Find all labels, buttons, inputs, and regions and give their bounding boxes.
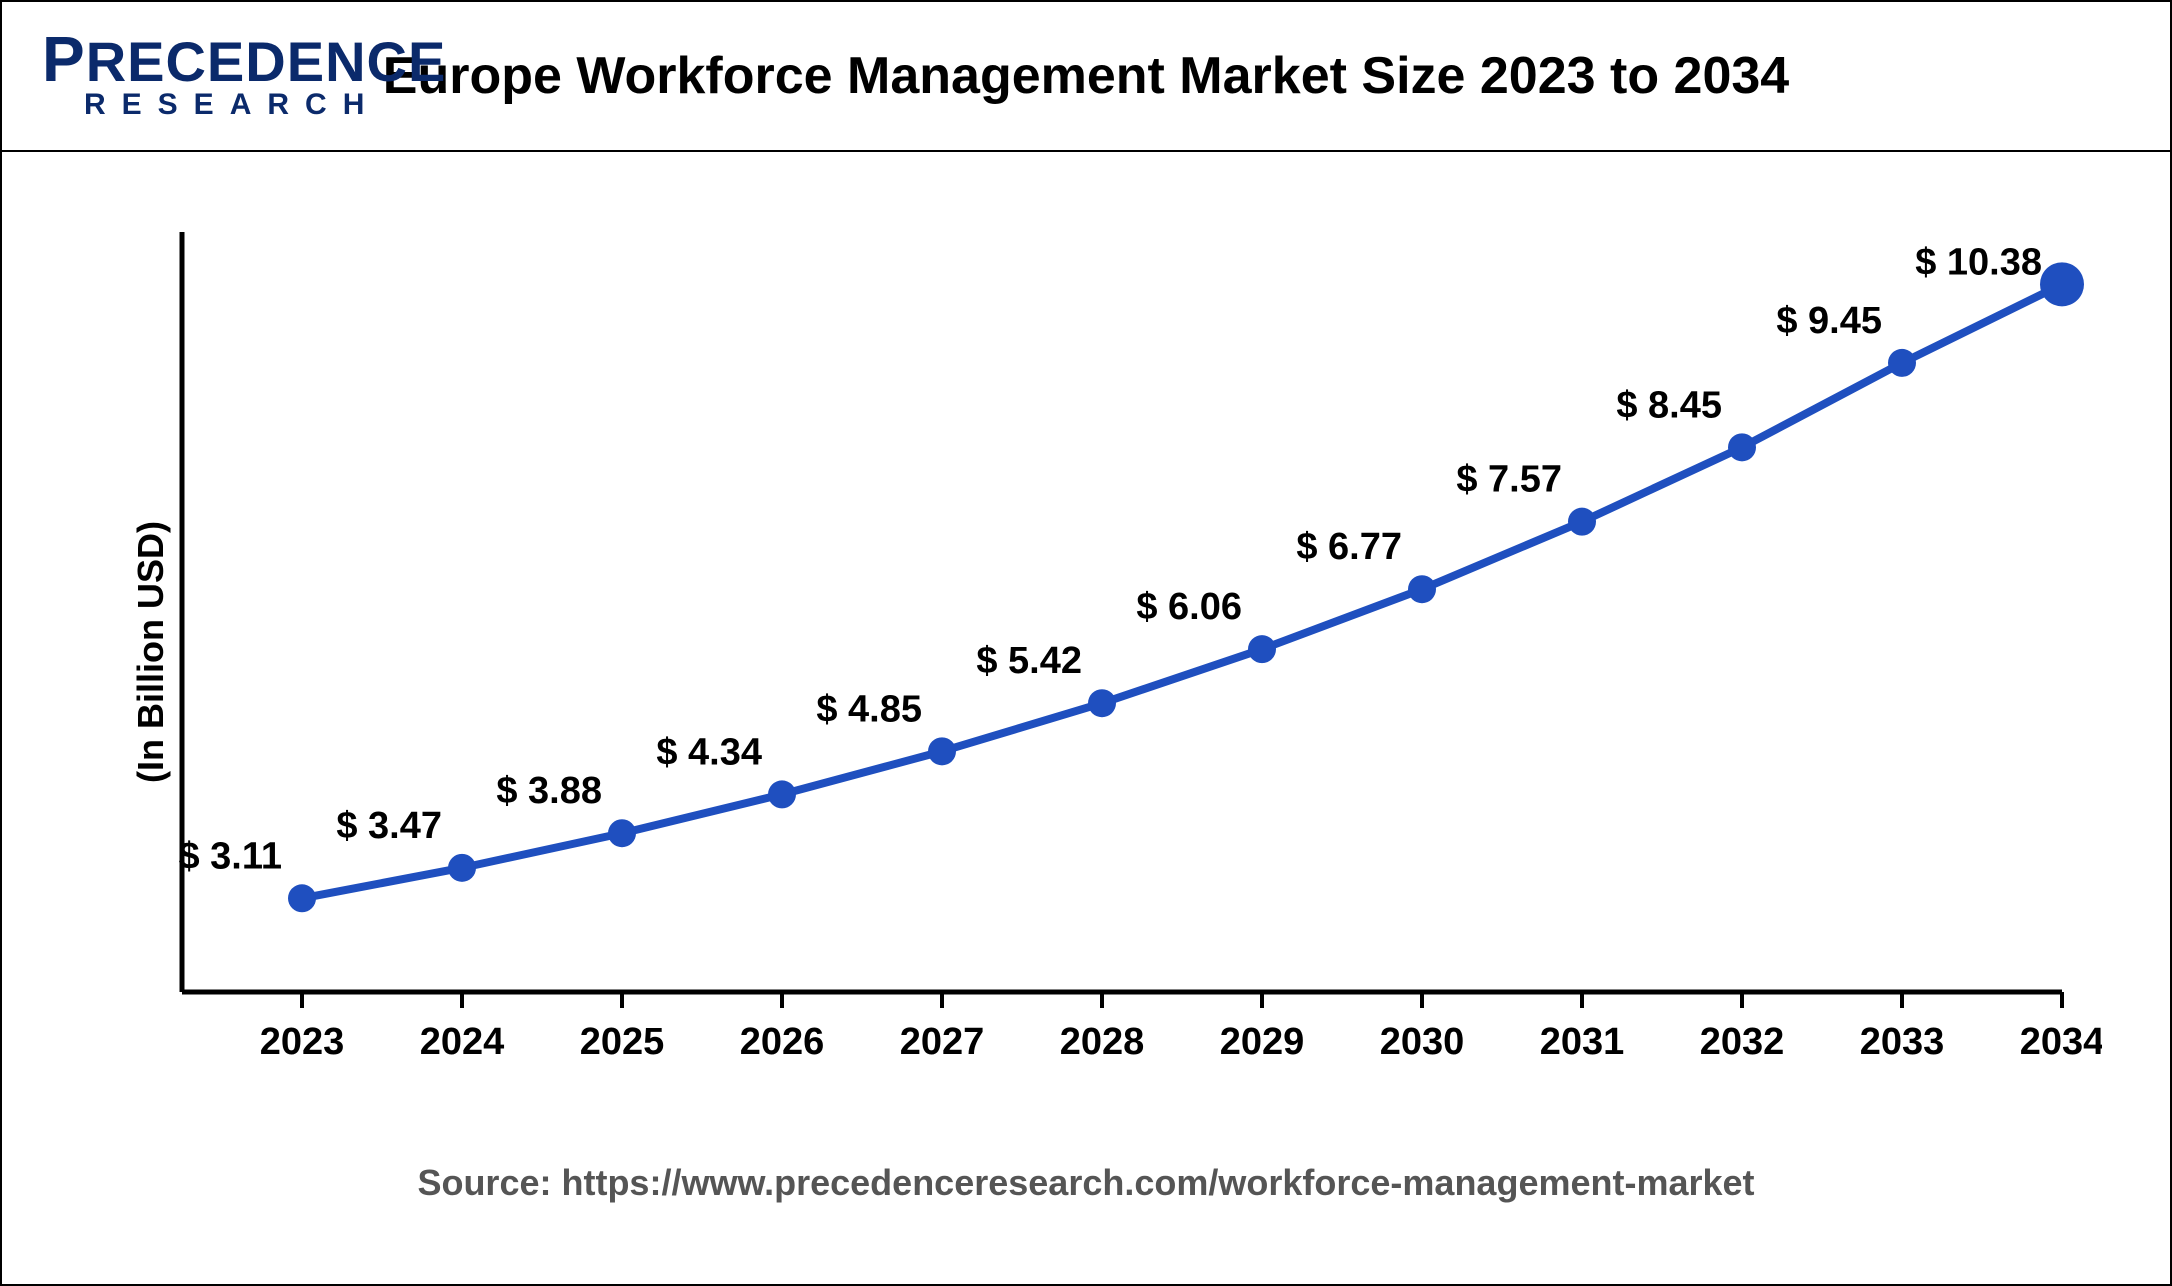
data-marker bbox=[1568, 508, 1596, 536]
value-label: $ 3.11 bbox=[178, 835, 282, 877]
value-label: $ 5.42 bbox=[976, 640, 1082, 682]
x-axis-label: 2031 bbox=[1540, 1021, 1625, 1063]
value-label: $ 7.57 bbox=[1456, 459, 1562, 501]
data-marker bbox=[1728, 433, 1756, 461]
logo-top-line: PRECEDENCE bbox=[42, 22, 382, 96]
logo-word: RECEDENCE bbox=[86, 30, 447, 93]
chart-card: PRECEDENCE RESEARCH Europe Workforce Man… bbox=[0, 0, 2172, 1286]
x-axis-label: 2033 bbox=[1860, 1021, 1945, 1063]
x-axis-label: 2030 bbox=[1380, 1021, 1465, 1063]
data-marker bbox=[1888, 349, 1916, 377]
data-marker bbox=[1248, 635, 1276, 663]
logo-p-glyph: P bbox=[42, 23, 86, 95]
x-axis-label: 2026 bbox=[740, 1021, 825, 1063]
x-axis-label: 2025 bbox=[580, 1021, 665, 1063]
x-axis-label: 2023 bbox=[260, 1021, 345, 1063]
data-marker bbox=[288, 884, 316, 912]
value-label: $ 10.38 bbox=[1915, 241, 2042, 283]
logo: PRECEDENCE RESEARCH bbox=[42, 22, 382, 122]
x-axis-label: 2032 bbox=[1700, 1021, 1785, 1063]
x-axis-label: 2024 bbox=[420, 1021, 505, 1063]
data-marker bbox=[448, 854, 476, 882]
value-label: $ 8.45 bbox=[1616, 384, 1722, 426]
value-label: $ 3.47 bbox=[336, 805, 442, 847]
value-label: $ 4.85 bbox=[816, 688, 922, 730]
value-label: $ 9.45 bbox=[1776, 300, 1882, 342]
value-label: $ 4.34 bbox=[656, 731, 762, 773]
x-axis-label: 2028 bbox=[1060, 1021, 1145, 1063]
chart-area: (In Billion USD) $ 3.112023$ 3.472024$ 3… bbox=[2, 152, 2170, 1152]
header: PRECEDENCE RESEARCH Europe Workforce Man… bbox=[2, 2, 2170, 152]
data-marker bbox=[608, 819, 636, 847]
logo-bottom-line: RESEARCH bbox=[84, 88, 382, 122]
source-footer: Source: https://www.precedenceresearch.c… bbox=[2, 1162, 2170, 1204]
x-axis-label: 2029 bbox=[1220, 1021, 1305, 1063]
line-chart-svg: $ 3.11 2023 $ 3.47 2024 $ 3.88 2025 $ 4.34 2026… bbox=[122, 212, 2102, 1092]
value-label: $ 6.06 bbox=[1136, 586, 1242, 628]
data-marker bbox=[768, 780, 796, 808]
x-axis-label: 2034 bbox=[2020, 1021, 2102, 1063]
x-axis-label: 2027 bbox=[900, 1021, 985, 1063]
data-marker bbox=[1408, 575, 1436, 603]
value-label: $ 3.88 bbox=[496, 770, 602, 812]
value-label: $ 6.77 bbox=[1296, 526, 1402, 568]
data-marker bbox=[2040, 262, 2084, 306]
data-marker bbox=[1088, 689, 1116, 717]
data-marker bbox=[928, 737, 956, 765]
